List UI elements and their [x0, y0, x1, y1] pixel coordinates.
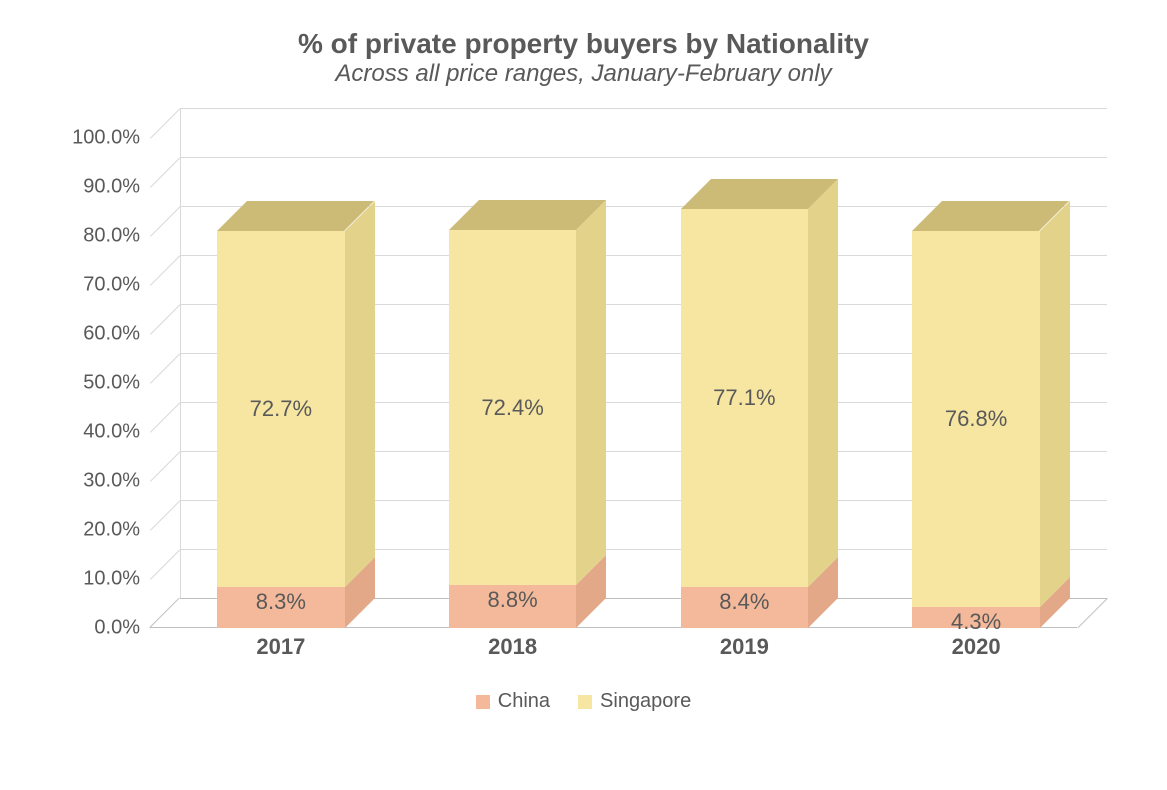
- bar-segment: [217, 231, 344, 587]
- side-gridline: [150, 451, 180, 481]
- y-tick-label: 90.0%: [83, 176, 140, 199]
- bar-segment: [681, 587, 808, 628]
- plot-area: 0.0% 10.0% 20.0% 30.0% 40.0% 50.0% 60.0% 70.0% 8…: [40, 108, 1127, 668]
- bars-layer: 8.3%72.7% 8.8%72.4% 8.4%77.1% 4.3%76.8%: [180, 108, 1107, 598]
- y-tick-label: 80.0%: [83, 225, 140, 248]
- y-tick-label: 0.0%: [94, 617, 140, 640]
- side-gridline: [150, 500, 180, 530]
- floor-right-diag: [1077, 598, 1107, 628]
- legend-swatch: [578, 695, 592, 709]
- bar: 8.8%72.4%: [449, 200, 576, 598]
- legend: China Singapore: [40, 690, 1127, 715]
- side-gridline: [150, 353, 180, 383]
- bar-side-segment: [576, 200, 606, 585]
- bar-segment: [912, 607, 1039, 628]
- bar-side-segment: [345, 201, 375, 587]
- x-tick-label: 2020: [952, 634, 1001, 660]
- x-tick-label: 2017: [256, 634, 305, 660]
- y-axis: 0.0% 10.0% 20.0% 30.0% 40.0% 50.0% 60.0% 70.0% 8…: [40, 108, 150, 668]
- y-tick-label: 60.0%: [83, 323, 140, 346]
- bar-segment: [217, 587, 344, 628]
- side-gridline: [150, 255, 180, 285]
- side-gridline: [150, 108, 180, 138]
- legend-item: Singapore: [578, 690, 691, 713]
- legend-item: China: [476, 690, 550, 713]
- y-tick-label: 40.0%: [83, 421, 140, 444]
- y-tick-label: 20.0%: [83, 519, 140, 542]
- legend-label: Singapore: [600, 690, 691, 713]
- y-tick-label: 10.0%: [83, 568, 140, 591]
- plot-surface: 8.3%72.7% 8.8%72.4% 8.4%77.1% 4.3%76.8%: [150, 108, 1107, 628]
- legend-swatch: [476, 695, 490, 709]
- side-gridline: [150, 304, 180, 334]
- side-gridline: [150, 402, 180, 432]
- side-gridline: [150, 206, 180, 236]
- y-tick-label: 100.0%: [72, 127, 140, 150]
- side-wall: [150, 108, 180, 628]
- bar: 8.3%72.7%: [217, 201, 344, 598]
- side-gridline: [150, 157, 180, 187]
- bar-segment: [912, 231, 1039, 607]
- bar: 4.3%76.8%: [912, 201, 1039, 598]
- bar: 8.4%77.1%: [681, 179, 808, 598]
- legend-label: China: [498, 690, 550, 713]
- bar-segment: [449, 585, 576, 628]
- bar-side-segment: [1040, 201, 1070, 607]
- x-tick-label: 2018: [488, 634, 537, 660]
- bar-segment: [681, 209, 808, 587]
- x-axis: 2017 2018 2019 2020: [150, 628, 1107, 668]
- y-tick-label: 50.0%: [83, 372, 140, 395]
- side-gridline: [150, 549, 180, 579]
- chart-subtitle: Across all price ranges, January-Februar…: [40, 60, 1127, 88]
- floor-left-diag: [149, 598, 179, 628]
- bar-side-segment: [808, 179, 838, 587]
- y-tick-label: 70.0%: [83, 274, 140, 297]
- bar-segment: [449, 230, 576, 585]
- chart-title: % of private property buyers by National…: [40, 28, 1127, 60]
- x-tick-label: 2019: [720, 634, 769, 660]
- chart-container: % of private property buyers by National…: [0, 0, 1167, 790]
- title-block: % of private property buyers by National…: [40, 28, 1127, 88]
- y-tick-label: 30.0%: [83, 470, 140, 493]
